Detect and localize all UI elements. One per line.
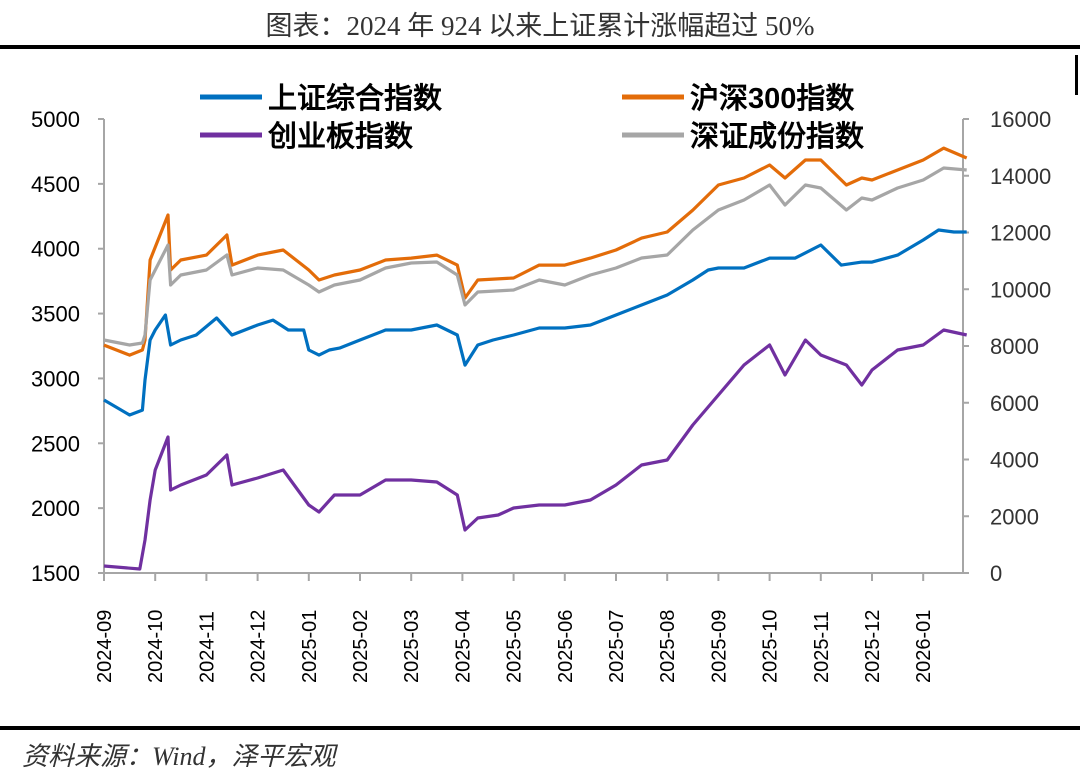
right-axis-tick-label: 12000 xyxy=(990,221,1051,246)
legend-label: 上证综合指数 xyxy=(268,81,443,115)
left-axis-tick-label: 5000 xyxy=(31,107,80,132)
legend-label: 创业板指数 xyxy=(267,120,414,153)
right-axis-tick-label: 0 xyxy=(990,561,1002,586)
x-axis-tick-label: 2025-08 xyxy=(657,610,679,683)
right-axis-tick-label: 14000 xyxy=(990,164,1051,189)
left-axis-tick-label: 3500 xyxy=(31,302,80,327)
right-axis-tick-label: 8000 xyxy=(990,334,1039,359)
left-axis-tick-label: 4500 xyxy=(31,172,80,197)
series-line-3 xyxy=(103,328,968,571)
x-axis-tick-label: 2024-10 xyxy=(145,610,167,683)
x-axis-tick-label: 2025-01 xyxy=(299,610,321,683)
top-rule xyxy=(0,45,1080,49)
right-axis-tick-label: 2000 xyxy=(990,504,1039,529)
x-axis-tick-label: 2024-09 xyxy=(94,610,116,683)
x-axis-tick-label: 2025-12 xyxy=(862,610,884,683)
x-axis-tick-label: 2025-04 xyxy=(452,610,474,683)
x-axis-tick-label: 2025-03 xyxy=(401,610,423,683)
right-axis-tick-label: 10000 xyxy=(990,277,1051,302)
right-axis-tick-label: 6000 xyxy=(990,391,1039,416)
x-axis-tick-label: 2025-11 xyxy=(811,611,833,683)
x-axis-tick-label: 2024-11 xyxy=(196,611,218,683)
x-axis-tick-label: 2025-09 xyxy=(708,610,730,683)
source-note: 资料来源：Wind，泽平宏观 xyxy=(22,742,336,771)
left-axis-tick-label: 2500 xyxy=(31,431,80,456)
x-axis-tick-label: 2025-05 xyxy=(504,610,526,683)
chart-title: 图表：2024 年 924 以来上证累计涨幅超过 50% xyxy=(265,11,815,41)
x-axis-tick-label: 2026-01 xyxy=(913,610,935,683)
x-axis-tick-label: 2025-06 xyxy=(555,610,577,683)
x-axis-tick-label: 2025-07 xyxy=(606,610,628,683)
right-axis-tick-label: 16000 xyxy=(990,107,1051,132)
left-axis-tick-label: 3000 xyxy=(31,366,80,391)
x-axis-tick-label: 2025-02 xyxy=(350,610,372,683)
series-line-2 xyxy=(103,146,968,357)
series-line-4 xyxy=(103,166,967,347)
bottom-rule xyxy=(0,726,1080,730)
edge-mark xyxy=(1075,55,1078,95)
series-line-1 xyxy=(103,228,967,417)
legend-label: 沪深300指数 xyxy=(690,82,855,115)
right-axis-tick-label: 4000 xyxy=(990,448,1039,473)
left-axis-tick-label: 2000 xyxy=(31,496,80,521)
left-axis-tick-label: 1500 xyxy=(31,561,80,586)
legend-label: 深证成份指数 xyxy=(690,120,865,153)
x-axis-tick-label: 2024-12 xyxy=(248,610,270,683)
x-axis-tick-label: 2025-10 xyxy=(760,610,782,683)
left-axis-tick-label: 4000 xyxy=(31,237,80,262)
